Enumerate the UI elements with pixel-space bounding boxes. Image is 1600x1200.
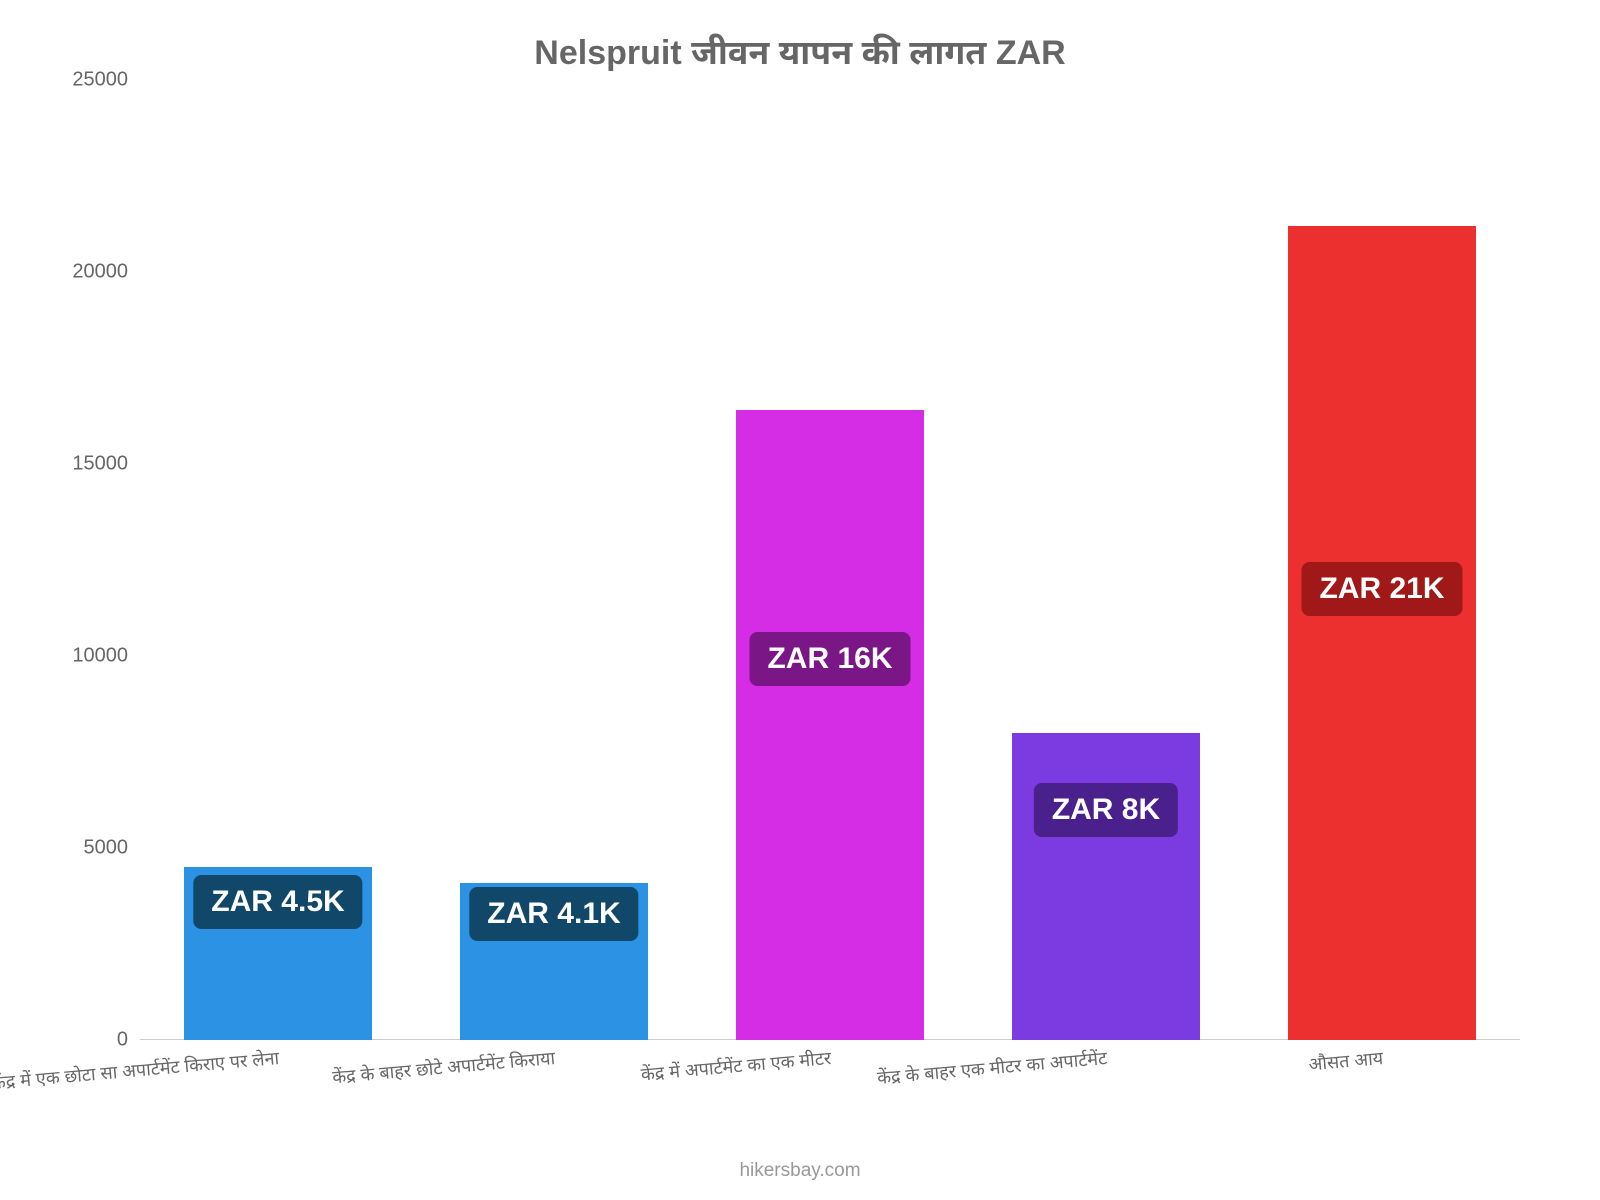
bar: ZAR 4.1K	[460, 883, 648, 1040]
y-tick-label: 10000	[72, 645, 128, 668]
bar: ZAR 16K	[736, 410, 924, 1040]
value-badge: ZAR 21K	[1301, 562, 1462, 616]
bar: ZAR 21K	[1288, 226, 1476, 1040]
chart-title: Nelspruit जीवन यापन की लागत ZAR	[0, 28, 1600, 74]
y-tick-label: 25000	[72, 69, 128, 92]
y-tick-label: 5000	[84, 837, 129, 860]
value-badge: ZAR 4.5K	[193, 875, 362, 929]
y-tick-label: 0	[117, 1029, 128, 1052]
y-tick-label: 20000	[72, 261, 128, 284]
bar: ZAR 8K	[1012, 733, 1200, 1040]
attribution-text: hikersbay.com	[0, 1160, 1600, 1182]
value-badge: ZAR 4.1K	[469, 887, 638, 941]
value-badge: ZAR 16K	[749, 632, 910, 686]
y-tick-label: 15000	[72, 453, 128, 476]
bar: ZAR 4.5K	[184, 867, 372, 1040]
cost-of-living-chart: Nelspruit जीवन यापन की लागत ZAR 05000100…	[0, 0, 1600, 1200]
plot-inner: 0500010000150002000025000ZAR 4.5Kकेंद्र …	[140, 80, 1520, 1040]
plot-area: 0500010000150002000025000ZAR 4.5Kकेंद्र …	[140, 80, 1520, 1040]
value-badge: ZAR 8K	[1034, 783, 1178, 837]
